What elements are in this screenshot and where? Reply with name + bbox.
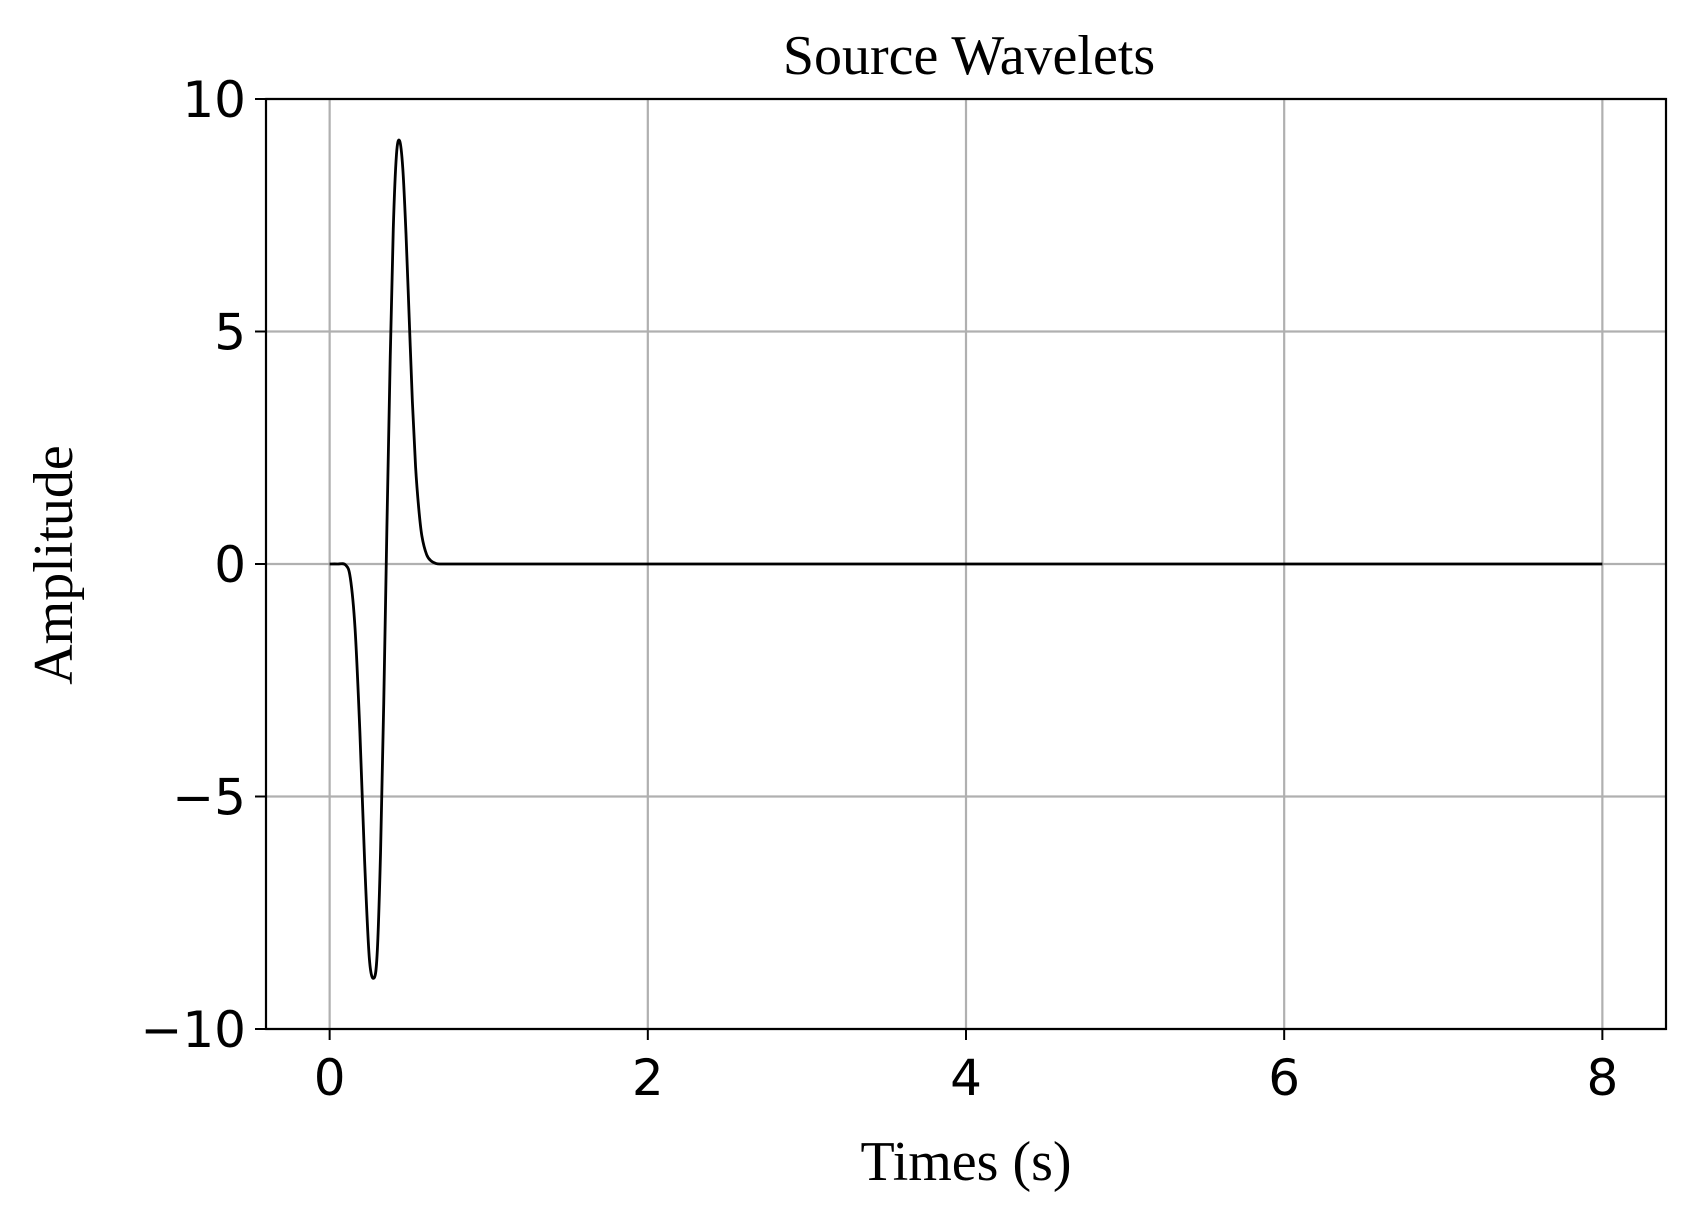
axis-ticks	[255, 98, 1604, 1040]
x-axis-label: Times (s)	[860, 1131, 1071, 1193]
y-tick-label-3: 5	[214, 304, 246, 362]
y-tick-label-1: −5	[172, 769, 246, 827]
y-tick-label-4: 10	[182, 71, 246, 129]
y-tick-labels: −10 −5 0 5 10	[140, 71, 246, 1059]
y-axis-label: Amplitude	[23, 445, 85, 685]
y-tick-label-0: −10	[140, 1001, 246, 1059]
chart-title: Source Wavelets	[783, 25, 1155, 87]
x-tick-label-2: 4	[950, 1049, 982, 1107]
x-tick-label-4: 8	[1586, 1049, 1618, 1107]
x-tick-label-1: 2	[632, 1049, 664, 1107]
series-line	[329, 138, 1603, 980]
x-tick-label-3: 6	[1268, 1049, 1300, 1107]
x-tick-label-0: 0	[314, 1049, 346, 1107]
y-tick-label-2: 0	[214, 536, 246, 594]
x-tick-labels: 0 2 4 6 8	[314, 1049, 1619, 1107]
